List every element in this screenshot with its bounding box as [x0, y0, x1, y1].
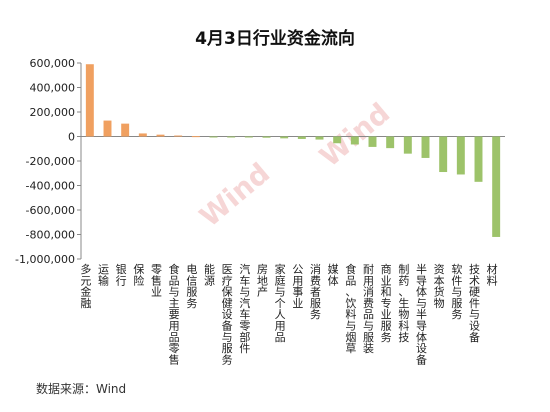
- bar: [492, 136, 501, 237]
- bar: [350, 136, 359, 145]
- bar: [421, 136, 430, 158]
- bar: [191, 136, 200, 138]
- bar: [403, 136, 412, 154]
- x-category-label: 运输: [98, 263, 109, 287]
- watermark-right: Wind: [313, 96, 396, 173]
- x-category-label: 能源: [204, 262, 215, 287]
- y-tick-label: 200,000: [30, 106, 76, 119]
- watermark-left: Wind: [193, 156, 276, 233]
- bar: [315, 136, 324, 140]
- bar: [174, 135, 183, 137]
- bar: [386, 136, 395, 149]
- bar: [85, 64, 94, 137]
- y-tick-label: -1,000,000: [15, 253, 75, 266]
- x-category-label: 保险: [133, 262, 144, 287]
- bar: [439, 136, 448, 173]
- bar: [103, 120, 112, 137]
- y-tick-label: -600,000: [26, 204, 75, 217]
- x-category-label: 资本货物: [434, 263, 445, 310]
- x-category-label: 软件与服务: [451, 262, 462, 321]
- x-category-label: 食品与主要用品零售: [169, 262, 180, 366]
- x-category-label: 半导体与半导体设备: [416, 262, 427, 366]
- x-category-label: 制药、生物科技: [398, 263, 409, 344]
- bar: [156, 134, 165, 137]
- x-category-label: 银行: [116, 262, 127, 287]
- bar: [456, 136, 465, 175]
- x-category-label: 家庭与个人用品: [275, 262, 286, 344]
- x-category-label: 耐用消费品与服装: [363, 263, 374, 355]
- y-tick-label: -400,000: [26, 180, 75, 193]
- y-tick-label: 400,000: [30, 82, 76, 95]
- bar: [262, 136, 271, 138]
- bar: [297, 136, 306, 139]
- bar: [244, 136, 253, 138]
- bar: [474, 136, 483, 182]
- bar: [121, 123, 130, 137]
- x-category-label: 零售业: [151, 263, 162, 299]
- data-source: 数据来源：Wind: [36, 382, 127, 396]
- x-category-label: 媒体: [328, 263, 339, 287]
- bar: [368, 136, 377, 147]
- y-tick-label: 600,000: [30, 57, 76, 70]
- x-category-label: 汽车与汽车零部件: [239, 262, 250, 355]
- bar: [227, 136, 236, 138]
- x-category-label: 公用事业: [292, 263, 303, 310]
- x-category-label: 商业和专业服务: [381, 262, 392, 344]
- x-category-label: 食品、饮料与烟草: [345, 262, 356, 355]
- chart-title: 4月3日行业资金流向: [195, 28, 355, 49]
- y-axis: 600,000 400,000 200,000 0 -200,000 -400,000 -6…: [15, 57, 505, 266]
- bar: [209, 136, 218, 138]
- x-category-label: 技术硬件与设备: [469, 263, 480, 344]
- x-category-label: 电信服务: [186, 263, 197, 310]
- category-labels: 多元金融运输银行保险零售业食品与主要用品零售电信服务能源医疗保健设备与服务汽车与…: [80, 262, 497, 366]
- x-category-label: 医疗保健设备与服务: [222, 263, 233, 366]
- x-category-label: 多元金融: [80, 262, 91, 310]
- bar: [138, 133, 147, 137]
- y-tick-label: -200,000: [26, 155, 75, 168]
- x-category-label: 房地产: [257, 263, 268, 299]
- bar: [280, 136, 289, 139]
- y-tick-label: 0: [68, 131, 75, 144]
- bar: [333, 136, 342, 144]
- bars-group: [85, 64, 501, 237]
- x-category-label: 材料: [487, 262, 498, 287]
- y-tick-label: -800,000: [26, 229, 75, 242]
- x-category-label: 消费者服务: [310, 262, 321, 321]
